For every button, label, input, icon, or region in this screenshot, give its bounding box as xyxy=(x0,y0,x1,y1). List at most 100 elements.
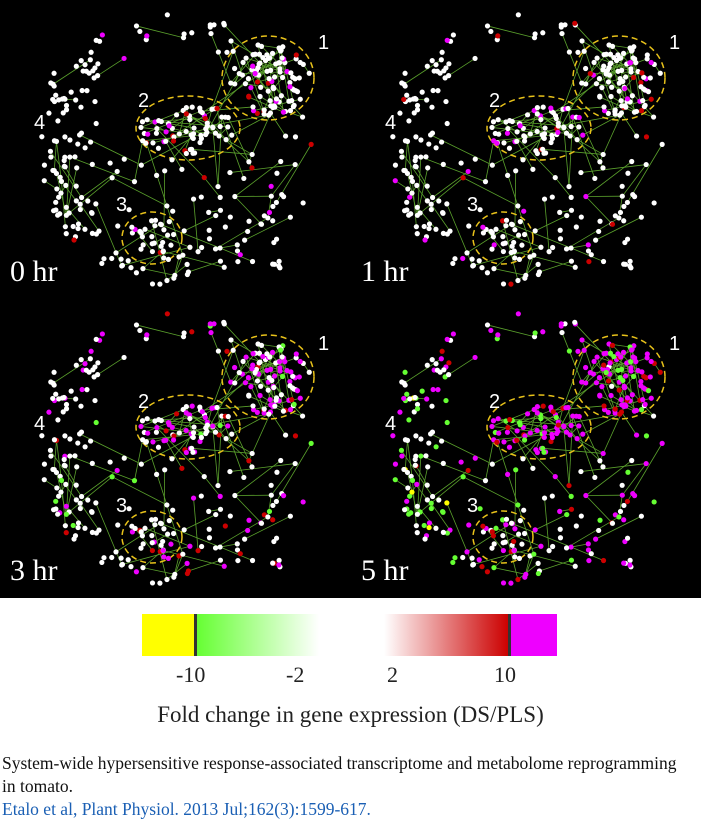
network-node xyxy=(198,194,204,200)
network-node xyxy=(88,348,94,354)
network-node xyxy=(139,234,145,240)
network-node xyxy=(228,379,234,385)
network-node xyxy=(280,194,287,200)
network-node xyxy=(557,227,563,233)
network-node xyxy=(490,533,496,539)
network-node xyxy=(624,395,631,401)
network-edge xyxy=(165,440,183,469)
network-node xyxy=(51,138,58,144)
network-node xyxy=(163,437,169,443)
network-edge xyxy=(203,476,221,497)
network-node xyxy=(221,319,227,325)
network-node xyxy=(507,118,513,124)
network-edge xyxy=(134,439,144,481)
network-node xyxy=(63,503,69,509)
network-edge xyxy=(186,131,216,134)
network-node xyxy=(189,329,195,335)
network-node xyxy=(477,506,483,512)
network-node xyxy=(541,150,547,156)
network-node xyxy=(399,154,405,160)
network-node xyxy=(414,511,421,517)
network-node xyxy=(165,232,171,238)
network-node xyxy=(269,349,276,355)
network-node xyxy=(440,529,446,535)
network-edge xyxy=(580,164,647,173)
network-node xyxy=(199,110,205,116)
network-node xyxy=(71,536,77,542)
network-node xyxy=(622,74,629,80)
network-node xyxy=(573,224,579,230)
network-node xyxy=(601,362,607,368)
network-node xyxy=(472,354,478,361)
network-node xyxy=(287,383,293,389)
network-edge xyxy=(523,115,541,129)
network-node xyxy=(601,104,607,110)
network-node xyxy=(541,135,547,141)
network-node xyxy=(282,432,289,438)
network-node xyxy=(246,93,252,99)
network-node xyxy=(289,397,295,403)
network-node xyxy=(472,55,478,62)
network-node xyxy=(245,527,251,534)
network-node xyxy=(87,139,94,145)
network-edge xyxy=(229,164,296,173)
network-edge xyxy=(244,515,291,540)
network-node xyxy=(426,520,433,526)
network-node xyxy=(628,359,634,365)
network-node xyxy=(564,511,570,518)
citation-link[interactable]: Etalo et al, Plant Physiol. 2013 Jul;162… xyxy=(2,799,371,819)
network-edge xyxy=(514,170,517,230)
network-node xyxy=(199,244,205,251)
network-edge xyxy=(203,177,221,198)
network-node xyxy=(99,32,105,38)
network-edge xyxy=(172,115,190,129)
network-edge xyxy=(621,112,637,137)
network-node xyxy=(612,410,618,416)
network-node xyxy=(138,246,144,252)
network-edge xyxy=(230,339,243,375)
network-node xyxy=(522,433,528,439)
network-node xyxy=(254,378,261,384)
network-node xyxy=(51,369,57,375)
network-node xyxy=(585,547,592,553)
network-node xyxy=(256,360,262,366)
network-node xyxy=(578,513,584,519)
network-node xyxy=(88,209,95,216)
network-node xyxy=(406,417,412,423)
network-node xyxy=(78,403,84,409)
network-node xyxy=(287,108,294,114)
network-node xyxy=(648,395,654,401)
network-node xyxy=(444,419,450,426)
network-node xyxy=(73,97,79,103)
network-node xyxy=(278,457,284,464)
network-node xyxy=(154,125,160,132)
network-node xyxy=(273,96,280,102)
network-node xyxy=(279,74,286,81)
network-node xyxy=(611,54,617,61)
network-edge xyxy=(257,366,303,417)
network-node xyxy=(570,413,576,419)
network-node xyxy=(479,564,485,570)
network-node xyxy=(505,424,511,431)
network-node xyxy=(401,96,407,103)
network-node xyxy=(61,157,67,164)
network-node xyxy=(190,430,197,436)
network-node xyxy=(53,199,59,205)
network-edge xyxy=(446,502,474,566)
network-node xyxy=(443,98,449,105)
network-node xyxy=(234,547,241,553)
network-node xyxy=(163,129,169,135)
network-node xyxy=(599,384,605,390)
network-node xyxy=(390,134,396,140)
cluster-ring xyxy=(472,510,534,564)
network-node xyxy=(217,207,224,213)
network-node xyxy=(157,520,164,526)
network-edge xyxy=(219,546,253,561)
network-node xyxy=(608,392,614,399)
network-edge xyxy=(612,345,639,371)
network-edge xyxy=(202,74,259,114)
network-node xyxy=(514,138,520,144)
network-node xyxy=(232,364,238,371)
network-node xyxy=(164,12,170,18)
network-node xyxy=(583,65,589,72)
